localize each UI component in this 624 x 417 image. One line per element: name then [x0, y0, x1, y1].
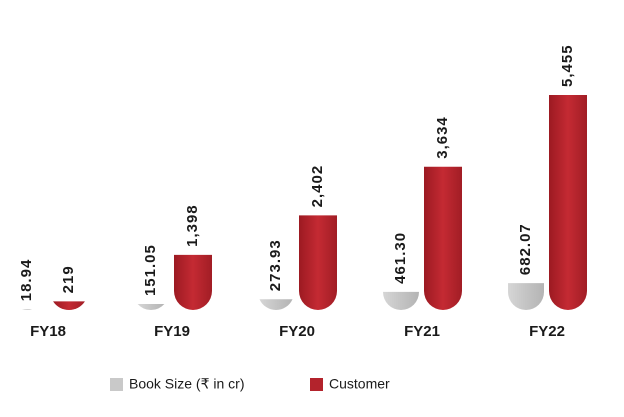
bar [549, 95, 587, 310]
bar [424, 166, 462, 310]
legend-label: Customer [329, 376, 390, 392]
value-label: 1,398 [184, 204, 201, 247]
value-label: 682.07 [517, 223, 534, 275]
legend-label: Book Size (₹ in cr) [129, 376, 245, 392]
value-label: 18.94 [18, 259, 35, 302]
value-label: 151.05 [142, 244, 159, 296]
x-tick-label: FY19 [154, 323, 190, 340]
value-label: 5,455 [559, 44, 576, 87]
value-label: 461.30 [392, 232, 409, 284]
x-tick-label: FY22 [529, 323, 565, 340]
x-tick-label: FY18 [30, 323, 66, 340]
legend-swatch [110, 378, 123, 391]
value-label: 2,402 [309, 165, 326, 208]
value-label: 273.93 [267, 239, 284, 291]
bar [53, 301, 85, 311]
bar [299, 215, 337, 310]
bar [21, 309, 33, 311]
value-label: 219 [60, 265, 77, 293]
value-label: 3,634 [434, 116, 451, 159]
bar [259, 299, 293, 311]
x-tick-label: FY21 [404, 323, 440, 340]
bar [137, 304, 165, 310]
x-tick-label: FY20 [279, 323, 315, 340]
bar [174, 254, 212, 310]
legend-swatch [310, 378, 323, 391]
bar [508, 283, 544, 310]
bar [383, 291, 419, 310]
